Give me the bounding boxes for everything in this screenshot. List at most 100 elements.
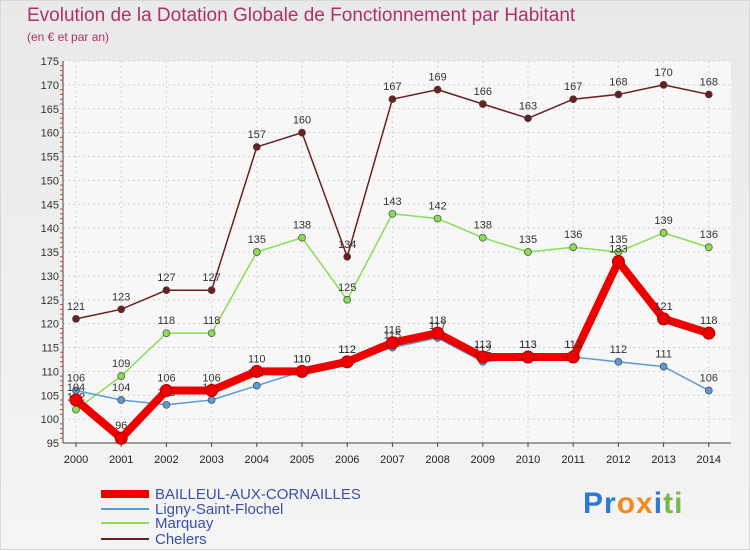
- x-tick-label: 2005: [290, 454, 314, 466]
- data-point: [162, 329, 171, 338]
- data-label: 110: [248, 353, 266, 365]
- data-point: [340, 355, 354, 369]
- data-label: 125: [338, 282, 356, 294]
- data-point: [343, 295, 352, 304]
- legend-label-chelers: Chelers: [155, 530, 207, 548]
- data-label: 168: [609, 76, 627, 88]
- y-tick-label: 175: [41, 56, 59, 68]
- legend-swatch-marquay: [101, 522, 149, 524]
- x-tick-label: 2000: [64, 454, 88, 466]
- data-point: [388, 209, 397, 218]
- legend-label-marquay: Marquay: [155, 514, 214, 532]
- data-label: 112: [338, 344, 356, 356]
- data-point: [524, 248, 532, 256]
- legend-label-bailleul: BAILLEUL-AUX-CORNAILLES: [155, 485, 361, 503]
- legend-label-ligny: Ligny-Saint-Flochel: [155, 500, 284, 518]
- legend-swatch-bailleul: [101, 490, 149, 498]
- data-point: [252, 143, 261, 151]
- data-label: 113: [564, 339, 582, 351]
- logo-letter: x: [636, 487, 654, 520]
- data-label: 121: [67, 301, 85, 313]
- data-label: 134: [338, 239, 356, 251]
- legend-item-ligny: Ligny-Saint-Flochel: [101, 500, 284, 518]
- x-tick-label: 2002: [154, 454, 178, 466]
- data-label: 123: [112, 291, 130, 303]
- data-point: [114, 431, 128, 445]
- data-label: 113: [474, 339, 492, 351]
- data-label: 135: [609, 234, 627, 246]
- data-point: [566, 350, 580, 364]
- data-label: 110: [293, 353, 311, 365]
- data-point: [295, 364, 309, 378]
- data-point: [569, 95, 578, 104]
- y-tick-label: 125: [41, 295, 59, 307]
- y-tick-label: 100: [41, 414, 59, 426]
- data-point: [252, 381, 261, 390]
- x-tick-label: 2012: [606, 454, 630, 466]
- logo-letter: o: [616, 487, 637, 520]
- chart-title: Evolution de la Dotation Globale de Fonc…: [27, 5, 576, 26]
- data-label: 136: [564, 229, 582, 241]
- data-point: [388, 95, 397, 104]
- data-point: [298, 128, 306, 137]
- logo-letter: t: [663, 487, 675, 520]
- chart-subtitle: (en € et par an): [27, 30, 110, 44]
- logo-letter: P: [583, 487, 605, 520]
- data-point: [343, 252, 352, 261]
- x-tick-label: 2003: [199, 454, 223, 466]
- x-tick-label: 2001: [109, 454, 133, 466]
- data-label: 121: [654, 301, 672, 313]
- y-tick-label: 115: [41, 343, 59, 355]
- data-label: 167: [564, 81, 582, 93]
- data-point: [478, 100, 487, 108]
- logo-letter: r: [604, 487, 617, 520]
- data-label: 138: [474, 220, 492, 232]
- data-label: 143: [383, 196, 401, 208]
- legend-item-chelers: Chelers: [101, 530, 207, 548]
- data-label: 135: [519, 234, 537, 246]
- data-point: [704, 243, 713, 252]
- data-point: [659, 81, 668, 89]
- data-label: 104: [112, 382, 130, 394]
- data-point: [298, 233, 306, 242]
- data-label: 163: [519, 100, 537, 112]
- data-label: 118: [203, 315, 221, 327]
- data-label: 118: [700, 315, 718, 327]
- data-label: 136: [700, 229, 718, 241]
- proxiti-logo: Proxiti: [583, 487, 683, 521]
- data-point: [611, 255, 625, 269]
- data-point: [569, 243, 578, 252]
- data-point: [207, 329, 216, 338]
- y-tick-label: 110: [41, 366, 59, 378]
- data-point: [207, 396, 216, 404]
- y-tick-label: 165: [41, 104, 59, 116]
- data-point: [521, 350, 535, 364]
- data-label: 139: [654, 215, 672, 227]
- legend-item-marquay: Marquay: [101, 514, 214, 532]
- data-point: [659, 229, 668, 237]
- data-point: [702, 326, 716, 340]
- data-point: [614, 90, 623, 99]
- data-point: [385, 336, 399, 350]
- x-tick-label: 2014: [697, 454, 721, 466]
- x-tick-label: 2010: [516, 454, 540, 466]
- data-label: 127: [157, 272, 175, 284]
- data-label: 118: [158, 315, 176, 327]
- data-point: [159, 383, 173, 397]
- y-tick-label: 160: [41, 128, 59, 140]
- data-label: 127: [202, 272, 220, 284]
- data-point: [659, 362, 668, 371]
- data-label: 116: [384, 325, 402, 337]
- y-tick-label: 95: [47, 438, 59, 450]
- data-label: 118: [429, 315, 447, 327]
- data-label: 112: [610, 344, 628, 356]
- data-label: 113: [519, 339, 537, 351]
- data-label: 135: [248, 234, 266, 246]
- x-tick-label: 2008: [425, 454, 449, 466]
- data-point: [614, 357, 623, 366]
- data-point: [117, 372, 126, 380]
- data-point: [431, 326, 445, 340]
- data-point: [433, 85, 442, 94]
- y-tick-label: 140: [41, 223, 59, 235]
